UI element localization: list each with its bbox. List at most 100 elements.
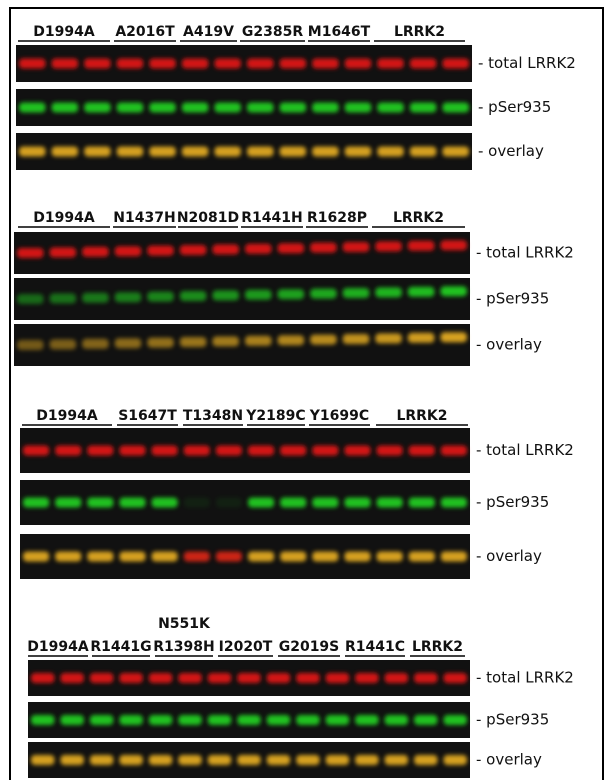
band	[117, 59, 144, 69]
band	[55, 552, 81, 562]
band	[248, 498, 274, 508]
group-label: Y1699C	[309, 408, 369, 424]
band	[310, 243, 337, 253]
band	[84, 59, 111, 69]
band	[82, 293, 109, 303]
band	[214, 147, 241, 157]
band	[377, 446, 403, 456]
band	[442, 103, 469, 113]
band	[312, 446, 338, 456]
band	[312, 552, 338, 562]
group-label: N1437H	[113, 210, 175, 226]
band	[23, 446, 49, 456]
band	[149, 673, 172, 683]
band	[208, 673, 231, 683]
band	[152, 552, 178, 562]
group-label: Y2189C	[245, 408, 305, 424]
band	[267, 673, 290, 683]
band	[31, 715, 54, 725]
band	[117, 147, 144, 157]
band	[119, 673, 142, 683]
band	[344, 552, 370, 562]
band	[52, 103, 79, 113]
band	[409, 446, 435, 456]
band	[17, 340, 44, 350]
group-label: N551K	[158, 616, 211, 632]
band	[23, 498, 49, 508]
band	[377, 147, 404, 157]
band	[52, 59, 79, 69]
band	[87, 446, 113, 456]
band	[442, 59, 469, 69]
band	[245, 290, 272, 300]
band	[214, 103, 241, 113]
band	[180, 291, 207, 301]
band	[296, 755, 319, 765]
band	[214, 59, 241, 69]
band	[343, 334, 370, 344]
band	[410, 103, 437, 113]
band	[444, 673, 467, 683]
row-label: - overlay	[476, 547, 542, 565]
band	[409, 552, 435, 562]
band	[216, 446, 242, 456]
band	[267, 755, 290, 765]
band	[245, 244, 272, 254]
group-label: R1441C	[345, 639, 405, 655]
band	[152, 446, 178, 456]
band	[180, 245, 207, 255]
band	[147, 246, 174, 256]
group-label: R1441G	[90, 639, 151, 655]
band	[17, 294, 44, 304]
band	[149, 103, 176, 113]
band	[248, 552, 274, 562]
band	[245, 336, 272, 346]
row-label: - pSer935	[476, 711, 549, 729]
group-label: A419V	[183, 24, 234, 40]
band	[375, 333, 402, 343]
band	[343, 288, 370, 298]
band	[60, 755, 83, 765]
band	[440, 286, 467, 296]
band	[147, 292, 174, 302]
row-label: - pSer935	[476, 290, 549, 308]
band	[326, 673, 349, 683]
group-label: D1994A	[33, 24, 95, 40]
band	[377, 59, 404, 69]
band	[296, 673, 319, 683]
band	[280, 147, 307, 157]
band	[385, 673, 408, 683]
band	[280, 498, 306, 508]
band	[414, 715, 437, 725]
band	[55, 446, 81, 456]
band	[23, 552, 49, 562]
row-label: - pSer935	[476, 493, 549, 511]
band	[119, 552, 145, 562]
band	[216, 552, 242, 562]
band	[278, 289, 305, 299]
band	[115, 338, 142, 348]
band	[119, 715, 142, 725]
band	[414, 673, 437, 683]
group-label: R1441H	[241, 210, 302, 226]
band	[50, 293, 77, 303]
band	[312, 147, 339, 157]
band	[355, 673, 378, 683]
band	[440, 332, 467, 342]
band	[19, 147, 46, 157]
band	[178, 715, 201, 725]
row-label: - overlay	[478, 142, 544, 160]
band	[408, 287, 435, 297]
band	[178, 673, 201, 683]
band	[117, 103, 144, 113]
band	[90, 715, 113, 725]
band	[19, 59, 46, 69]
band	[247, 103, 274, 113]
band	[278, 335, 305, 345]
band	[212, 336, 239, 346]
band	[344, 498, 370, 508]
band	[280, 103, 307, 113]
band	[82, 247, 109, 257]
band	[178, 755, 201, 765]
band	[180, 337, 207, 347]
